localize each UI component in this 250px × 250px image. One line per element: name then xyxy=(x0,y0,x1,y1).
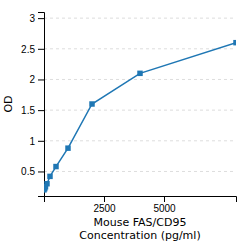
tick: 2.5 xyxy=(21,44,44,55)
axis-line xyxy=(38,13,45,197)
tick-mark xyxy=(38,110,44,111)
tick-mark xyxy=(38,79,44,80)
tick: 0.5 xyxy=(21,166,44,177)
tick-label: 3 xyxy=(29,13,35,24)
y-axis: 0.5 1 1.5 2 2.5 3 xyxy=(21,13,44,197)
point xyxy=(53,164,58,169)
line xyxy=(44,43,236,190)
tick: 3 xyxy=(29,13,44,24)
tick-mark xyxy=(164,196,165,202)
grid-line xyxy=(44,48,236,49)
tick-label: 1.5 xyxy=(21,105,35,116)
grid-line xyxy=(44,18,236,19)
tick-label: 2 xyxy=(29,74,35,85)
tick: 5000 xyxy=(153,196,176,214)
point xyxy=(65,145,70,150)
point xyxy=(233,40,236,45)
grid xyxy=(44,18,236,171)
plot-area xyxy=(44,40,236,193)
tick-mark xyxy=(38,141,44,142)
point xyxy=(47,174,52,179)
tick: 1 xyxy=(29,136,44,147)
tick-label: 2.5 xyxy=(21,44,35,55)
tick-label: 2500 xyxy=(93,203,116,214)
tick-mark xyxy=(104,196,105,202)
grid-line xyxy=(44,110,236,111)
grid-line xyxy=(44,79,236,80)
point xyxy=(89,101,94,106)
x-axis: 2500 5000 xyxy=(45,196,237,214)
axis-line xyxy=(45,197,237,203)
tick-mark xyxy=(38,171,44,172)
point xyxy=(44,181,49,186)
tick: 2 xyxy=(29,74,44,85)
tick-mark xyxy=(38,18,44,19)
tick-label: 1 xyxy=(29,136,35,147)
x-axis-label: Mouse FAS/CD95Concentration (pg/ml) xyxy=(79,216,200,242)
grid-line xyxy=(44,171,236,172)
point xyxy=(137,71,142,76)
chart: 2500 5000 0.5 1 1.5 2 2.5 3 Mouse FAS/CD95Concen… xyxy=(0,0,250,250)
tick: 2500 xyxy=(93,196,116,214)
tick-label: 0.5 xyxy=(21,166,35,177)
tick-mark xyxy=(38,49,44,50)
tick: 1.5 xyxy=(21,105,44,116)
tick-label: 5000 xyxy=(153,203,176,214)
y-axis-label: OD xyxy=(2,95,15,112)
